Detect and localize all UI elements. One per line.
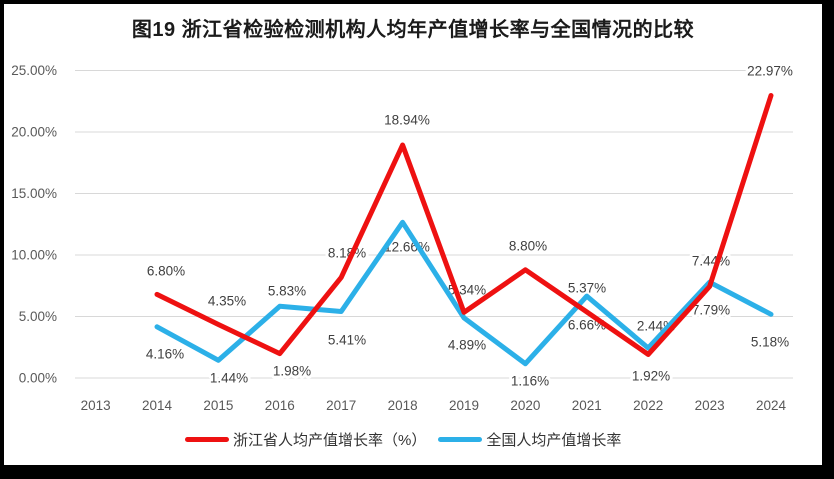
data-label-zhejiang-2024: 22.97% [747,64,793,79]
x-tick-label: 2015 [203,398,233,413]
series-line-national [154,219,774,367]
x-axis-labels: 2013 2014 2015 2016 2017 2018 2019 2020 2021 2022… [81,398,787,413]
legend-swatch-zhejiang [185,437,229,442]
y-tick-label: 5.00% [19,309,57,324]
legend-label-zhejiang: 浙江省人均产值增长率（%） [233,432,427,449]
data-label-zhejiang-2017: 8.18% [328,246,366,261]
chart-panel: 图19 浙江省检验检测机构人均年产值增长率与全国情况的比较 0.00% 5.00%… [4,4,822,465]
data-label-zhejiang-2022: 1.92% [632,369,670,384]
x-tick-label: 2016 [265,398,295,413]
data-label-national-2024: 5.18% [751,335,789,350]
frame-border-left [0,0,4,479]
data-label-zhejiang-2023: 7.44% [692,254,730,269]
legend-label-national: 全国人均产值增长率 [486,432,622,449]
y-axis-labels: 0.00% 5.00% 10.00% 15.00% 20.00% 25.00% [11,63,57,386]
data-label-national-2016: 5.83% [268,284,306,299]
frame-border-right [822,0,834,479]
legend-item-zhejiang: 浙江省人均产值增长率（%） [185,429,426,450]
data-label-national-2019: 4.89% [448,338,486,353]
x-tick-label: 2021 [572,398,602,413]
gridlines [75,70,793,379]
x-tick-label: 2018 [388,398,418,413]
chart-canvas: 0.00%5.00%10.00%15.00%20.00%25.00%2013 20… [11,61,796,414]
x-tick-label: 2019 [449,398,479,413]
data-label-national-2014: 4.16% [146,347,184,362]
y-tick-label: 20.00% [11,125,57,140]
x-tick-label: 2017 [326,398,356,413]
chart-legend: 浙江省人均产值增长率（%） 全国人均产值增长率 [185,429,633,450]
data-labels-zhejiang: 6.80%4.35%1.98%8.18%18.94%5.34%8.80%5.37… [144,61,796,387]
legend-swatch-national [438,437,483,442]
x-tick-label: 2022 [633,398,663,413]
x-tick-label: 2024 [756,398,787,413]
legend-item-national: 全国人均产值增长率 [438,429,621,450]
data-label-national-2023: 7.79% [692,303,730,318]
x-tick-label: 2023 [695,398,725,413]
data-label-zhejiang-2018: 18.94% [384,113,430,128]
data-label-national-2020: 1.16% [511,374,549,389]
series-line-zhejiang [154,93,774,357]
data-label-zhejiang-2015: 4.35% [208,294,246,309]
chart-title: 图19 浙江省检验检测机构人均年产值增长率与全国情况的比较 [131,19,695,41]
y-tick-label: 0.00% [19,371,57,386]
x-tick-label: 2020 [510,398,540,413]
x-tick-label: 2014 [142,398,173,413]
frame-border-top [0,0,834,4]
y-tick-label: 10.00% [11,248,57,263]
data-label-zhejiang-2020: 8.80% [509,239,547,254]
data-label-zhejiang-2014: 6.80% [147,264,185,279]
frame-border-bottom [0,465,834,479]
data-label-national-2015: 1.44% [210,371,248,386]
data-label-zhejiang-2016: 1.98% [273,364,311,379]
data-label-national-2017: 5.41% [328,333,366,348]
y-tick-label: 25.00% [11,63,57,78]
y-tick-label: 15.00% [11,186,57,201]
data-label-zhejiang-2021: 5.37% [568,281,606,296]
x-tick-label: 2013 [81,398,111,413]
